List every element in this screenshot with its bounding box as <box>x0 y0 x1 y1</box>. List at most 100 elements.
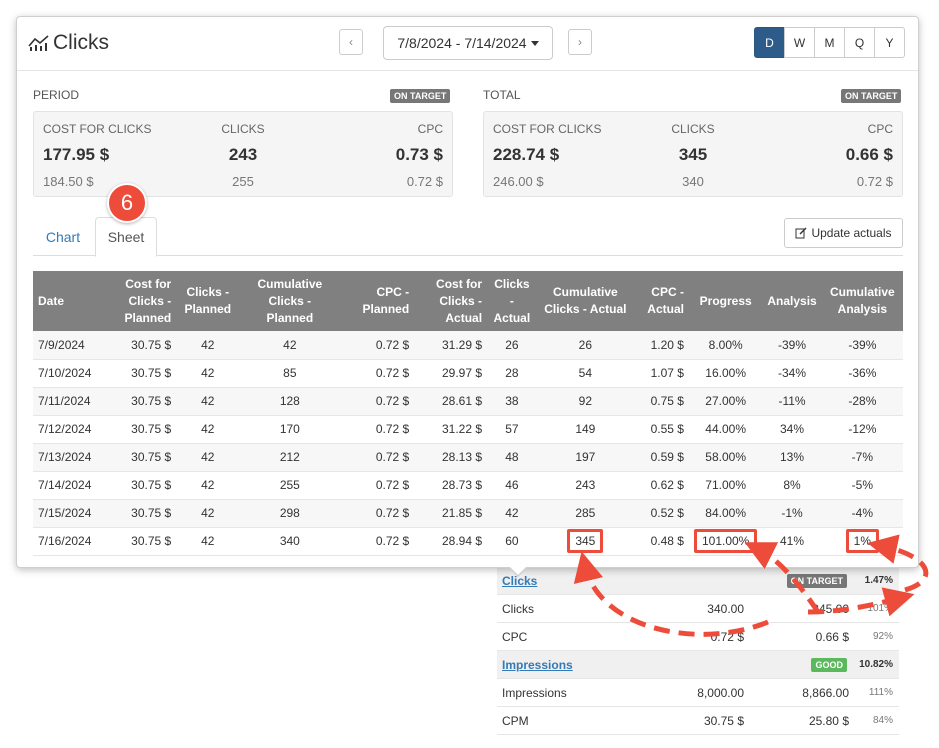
table-cell: 41% <box>762 527 822 556</box>
view-tabs: Chart Sheet <box>33 217 903 257</box>
period-label: PERIOD <box>33 88 80 102</box>
col-cpc-planned[interactable]: CPC - Planned <box>340 271 415 331</box>
total-summary-box: COST FOR CLICKS 228.74 $ 246.00 $ CLICKS… <box>483 111 903 197</box>
table-cell: 0.48 $ <box>633 527 689 556</box>
table-cell: 149 <box>536 415 634 444</box>
period-clicks-header: CLICKS <box>221 122 265 136</box>
tab-sheet[interactable]: Sheet <box>95 217 157 257</box>
table-cell: 30.75 $ <box>102 359 177 388</box>
total-cost-plan: 246.00 $ <box>493 174 544 189</box>
period-clicks-plan: 255 <box>232 174 254 189</box>
table-cell: 84.00% <box>688 499 763 528</box>
popup-header: Clicks ‹ 7/8/2024 - 7/14/2024 › D W M Q … <box>17 17 918 71</box>
table-cell: 7/10/2024 <box>33 359 103 388</box>
period-cost-plan: 184.50 $ <box>43 174 94 189</box>
table-cell: 28.73 $ <box>414 471 488 500</box>
table-cell: 0.72 $ <box>340 415 415 444</box>
table-cell: 212 <box>239 443 341 472</box>
next-period-button[interactable]: › <box>568 29 592 55</box>
period-year-button[interactable]: Y <box>874 27 905 58</box>
col-cumulative-analysis[interactable]: Cumulative Analysis <box>821 271 903 331</box>
period-day-button[interactable]: D <box>754 27 785 58</box>
total-label: TOTAL <box>483 88 521 102</box>
metric-percent: 111% <box>868 687 893 698</box>
table-cell: 13% <box>762 443 822 472</box>
table-row: 7/15/2024 30.75 $42 298 0.72 $21.85 $42 285 0… <box>33 499 903 528</box>
table-cell: 28.94 $ <box>414 527 488 556</box>
table-cell: 7/15/2024 <box>33 499 103 528</box>
col-clicks-planned[interactable]: Clicks - Planned <box>176 271 240 331</box>
background-metrics-table: Clicks ON TARGET 1.47% Clicks 340.00 345.00 10… <box>497 567 899 735</box>
previous-period-button[interactable]: ‹ <box>339 29 363 55</box>
chevron-left-icon: ‹ <box>349 35 353 49</box>
table-cell: 29.97 $ <box>414 359 488 388</box>
table-cell: -28% <box>821 387 903 416</box>
metric-section-link[interactable]: Impressions <box>502 657 573 672</box>
table-cell: 7/11/2024 <box>33 387 103 416</box>
period-week-button[interactable]: W <box>784 27 815 58</box>
table-cell: 31.22 $ <box>414 415 488 444</box>
popup-caret <box>509 567 527 577</box>
table-cell: 7/14/2024 <box>33 471 103 500</box>
table-cell: 42 <box>239 331 341 360</box>
table-cell: 30.75 $ <box>102 443 177 472</box>
col-cumulative-planned[interactable]: Cumulative Clicks - Planned <box>239 271 341 331</box>
metric-actual-value: 0.66 $ <box>815 629 849 644</box>
table-cell: 42 <box>176 359 240 388</box>
table-row: 7/9/2024 30.75 $42 42 0.72 $31.29 $26 26 1.20… <box>33 331 903 360</box>
total-status-badge: ON TARGET <box>841 89 902 103</box>
table-cell: 34% <box>762 415 822 444</box>
metric-section-row: Clicks ON TARGET 1.47% <box>497 567 899 595</box>
table-cell: 8.00% <box>688 331 763 360</box>
metric-row: Impressions 8,000.00 8,866.00 111% <box>497 679 899 707</box>
metric-row: CPC 0.72 $ 0.66 $ 92% <box>497 623 899 651</box>
table-cell: 0.72 $ <box>340 471 415 500</box>
table-cell: 42 <box>176 387 240 416</box>
col-analysis[interactable]: Analysis <box>762 271 822 331</box>
table-cell: 42 <box>176 499 240 528</box>
table-cell: 21.85 $ <box>414 499 488 528</box>
clicks-sheet-table: Date Cost for Clicks - Planned Clicks - … <box>33 271 903 556</box>
table-cell: 0.59 $ <box>633 443 689 472</box>
period-status-badge: ON TARGET <box>390 89 451 103</box>
table-cell: 101.00% <box>688 527 763 556</box>
total-cost-column: COST FOR CLICKS 228.74 $ 246.00 $ <box>493 122 601 189</box>
line-chart-icon <box>28 35 49 51</box>
col-cost-planned[interactable]: Cost for Clicks - Planned <box>102 271 177 331</box>
table-cell: 197 <box>536 443 634 472</box>
table-cell: 30.75 $ <box>102 471 177 500</box>
metric-percent: 1.47% <box>864 575 893 586</box>
metric-section-link[interactable]: Clicks <box>502 573 538 588</box>
tab-chart[interactable]: Chart <box>45 228 81 245</box>
metric-section-row: Impressions GOOD 10.82% <box>497 651 899 679</box>
date-range-dropdown[interactable]: 7/8/2024 - 7/14/2024 <box>383 26 553 60</box>
col-progress[interactable]: Progress <box>688 271 763 331</box>
table-cell: 7/13/2024 <box>33 443 103 472</box>
edit-icon <box>795 227 807 239</box>
total-cost-header: COST FOR CLICKS <box>493 122 602 136</box>
period-quarter-button[interactable]: Q <box>844 27 875 58</box>
table-cell: 8% <box>762 471 822 500</box>
col-cumulative-actual[interactable]: Cumulative Clicks - Actual <box>536 271 634 331</box>
table-cell: 298 <box>239 499 341 528</box>
period-month-button[interactable]: M <box>814 27 845 58</box>
table-cell: 345 <box>536 527 634 556</box>
table-cell: 28 <box>487 359 537 388</box>
col-clicks-actual[interactable]: Clicks - Actual <box>487 271 537 331</box>
table-row: 7/16/2024 30.75 $42 340 0.72 $28.94 $60 345 0… <box>33 527 903 556</box>
col-date[interactable]: Date <box>33 271 103 331</box>
table-cell: 54 <box>536 359 634 388</box>
col-cpc-actual[interactable]: CPC - Actual <box>633 271 689 331</box>
metric-actual-value: 8,866.00 <box>802 685 849 700</box>
table-cell: 57 <box>487 415 537 444</box>
table-cell: 58.00% <box>688 443 763 472</box>
metric-label: Impressions <box>502 685 567 700</box>
table-cell: 243 <box>536 471 634 500</box>
table-row: 7/10/2024 30.75 $42 85 0.72 $29.97 $28 54 1.0… <box>33 359 903 388</box>
col-cost-actual[interactable]: Cost for Clicks - Actual <box>414 271 488 331</box>
table-cell: -39% <box>821 331 903 360</box>
metric-percent: 101% <box>867 603 893 614</box>
table-cell: 92 <box>536 387 634 416</box>
total-clicks-header: CLICKS <box>671 122 715 136</box>
update-actuals-button[interactable]: Update actuals <box>784 218 903 248</box>
